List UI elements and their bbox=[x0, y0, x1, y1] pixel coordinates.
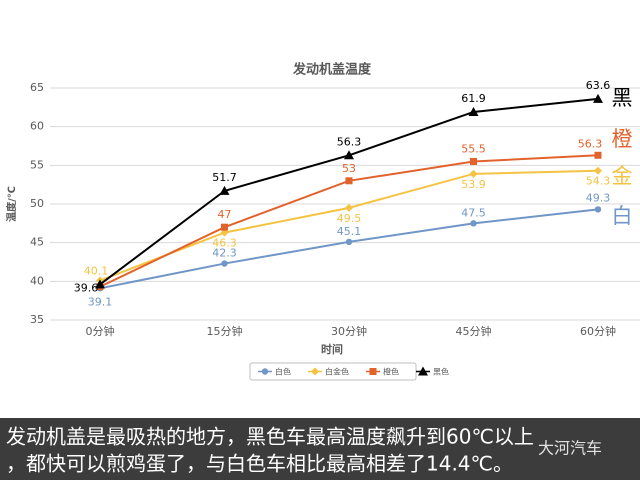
marker bbox=[594, 151, 602, 159]
y-tick-label: 60 bbox=[30, 120, 44, 133]
legend-marker bbox=[261, 368, 269, 375]
legend-marker bbox=[418, 366, 428, 376]
marker bbox=[470, 220, 477, 227]
y-axis-label: 温度/℃ bbox=[5, 186, 18, 222]
data-label: 39.1 bbox=[88, 295, 113, 308]
watermark: 大河汽车 bbox=[538, 439, 602, 458]
data-label: 46.3 bbox=[212, 237, 237, 250]
x-tick-label: 60分钟 bbox=[580, 324, 616, 338]
data-label: 47 bbox=[218, 208, 232, 221]
marker bbox=[468, 106, 479, 116]
chart-title: 发动机盖温度 bbox=[292, 62, 372, 78]
marker bbox=[344, 150, 354, 160]
caption-bg bbox=[0, 418, 640, 480]
data-label: 56.3 bbox=[337, 135, 362, 148]
data-label: 47.5 bbox=[461, 206, 486, 219]
data-label: 42.3 bbox=[212, 247, 237, 260]
marker bbox=[221, 223, 228, 231]
data-label: 49.3 bbox=[586, 191, 611, 204]
marker bbox=[345, 203, 353, 212]
data-label: 49.5 bbox=[337, 212, 362, 225]
marker bbox=[593, 93, 603, 103]
legend-label: 白色 bbox=[275, 367, 291, 377]
data-label: 55.5 bbox=[461, 142, 486, 155]
y-tick-label: 55 bbox=[30, 158, 44, 171]
marker bbox=[345, 238, 353, 246]
data-label: 39.6 bbox=[74, 281, 99, 294]
x-tick-label: 0分钟 bbox=[86, 324, 115, 338]
annotation: 橙 bbox=[612, 127, 633, 151]
y-tick-label: 50 bbox=[30, 197, 44, 210]
annotation: 黑 bbox=[612, 86, 633, 110]
x-tick-label: 30分钟 bbox=[331, 324, 367, 338]
data-label: 53.9 bbox=[461, 178, 486, 191]
marker bbox=[594, 166, 602, 175]
annotation: 白 bbox=[612, 204, 633, 228]
data-label: 45.1 bbox=[337, 225, 362, 238]
marker bbox=[469, 169, 478, 178]
x-tick-label: 45分钟 bbox=[456, 324, 492, 338]
annotation: 金 bbox=[612, 164, 633, 188]
x-tick-label: 15分钟 bbox=[207, 324, 243, 338]
caption-line: 发动机盖是最吸热的地方，黑色车最高温度飙升到60℃以上 bbox=[6, 425, 534, 449]
marker bbox=[95, 279, 105, 289]
y-tick-label: 45 bbox=[30, 236, 44, 249]
marker bbox=[594, 206, 602, 213]
data-label: 53 bbox=[342, 162, 356, 175]
marker bbox=[345, 177, 353, 185]
x-axis-label: 时间 bbox=[321, 342, 343, 356]
legend: 白色 白金色 橙色 黑色 bbox=[258, 366, 449, 377]
data-label: 54.3 bbox=[586, 175, 611, 188]
legend-label: 橙色 bbox=[383, 367, 399, 377]
legend-label: 白金色 bbox=[325, 367, 349, 377]
y-tick-label: 35 bbox=[30, 313, 44, 326]
data-label: 56.3 bbox=[578, 137, 603, 150]
marker bbox=[219, 185, 230, 195]
legend-marker bbox=[369, 368, 377, 375]
data-label: 63.6 bbox=[586, 79, 611, 92]
y-tick-label: 65 bbox=[30, 81, 44, 94]
legend-label: 黑色 bbox=[433, 367, 449, 377]
marker bbox=[470, 157, 477, 165]
y-tick-label: 40 bbox=[30, 274, 44, 287]
data-label: 40.1 bbox=[84, 265, 109, 278]
data-label: 61.9 bbox=[461, 92, 486, 105]
marker bbox=[221, 260, 228, 267]
legend-marker bbox=[311, 367, 319, 376]
data-label: 51.7 bbox=[212, 171, 237, 184]
caption-line: ，都快可以煎鸡蛋了，与白色车相比最高相差了14.4℃。 bbox=[6, 452, 513, 476]
